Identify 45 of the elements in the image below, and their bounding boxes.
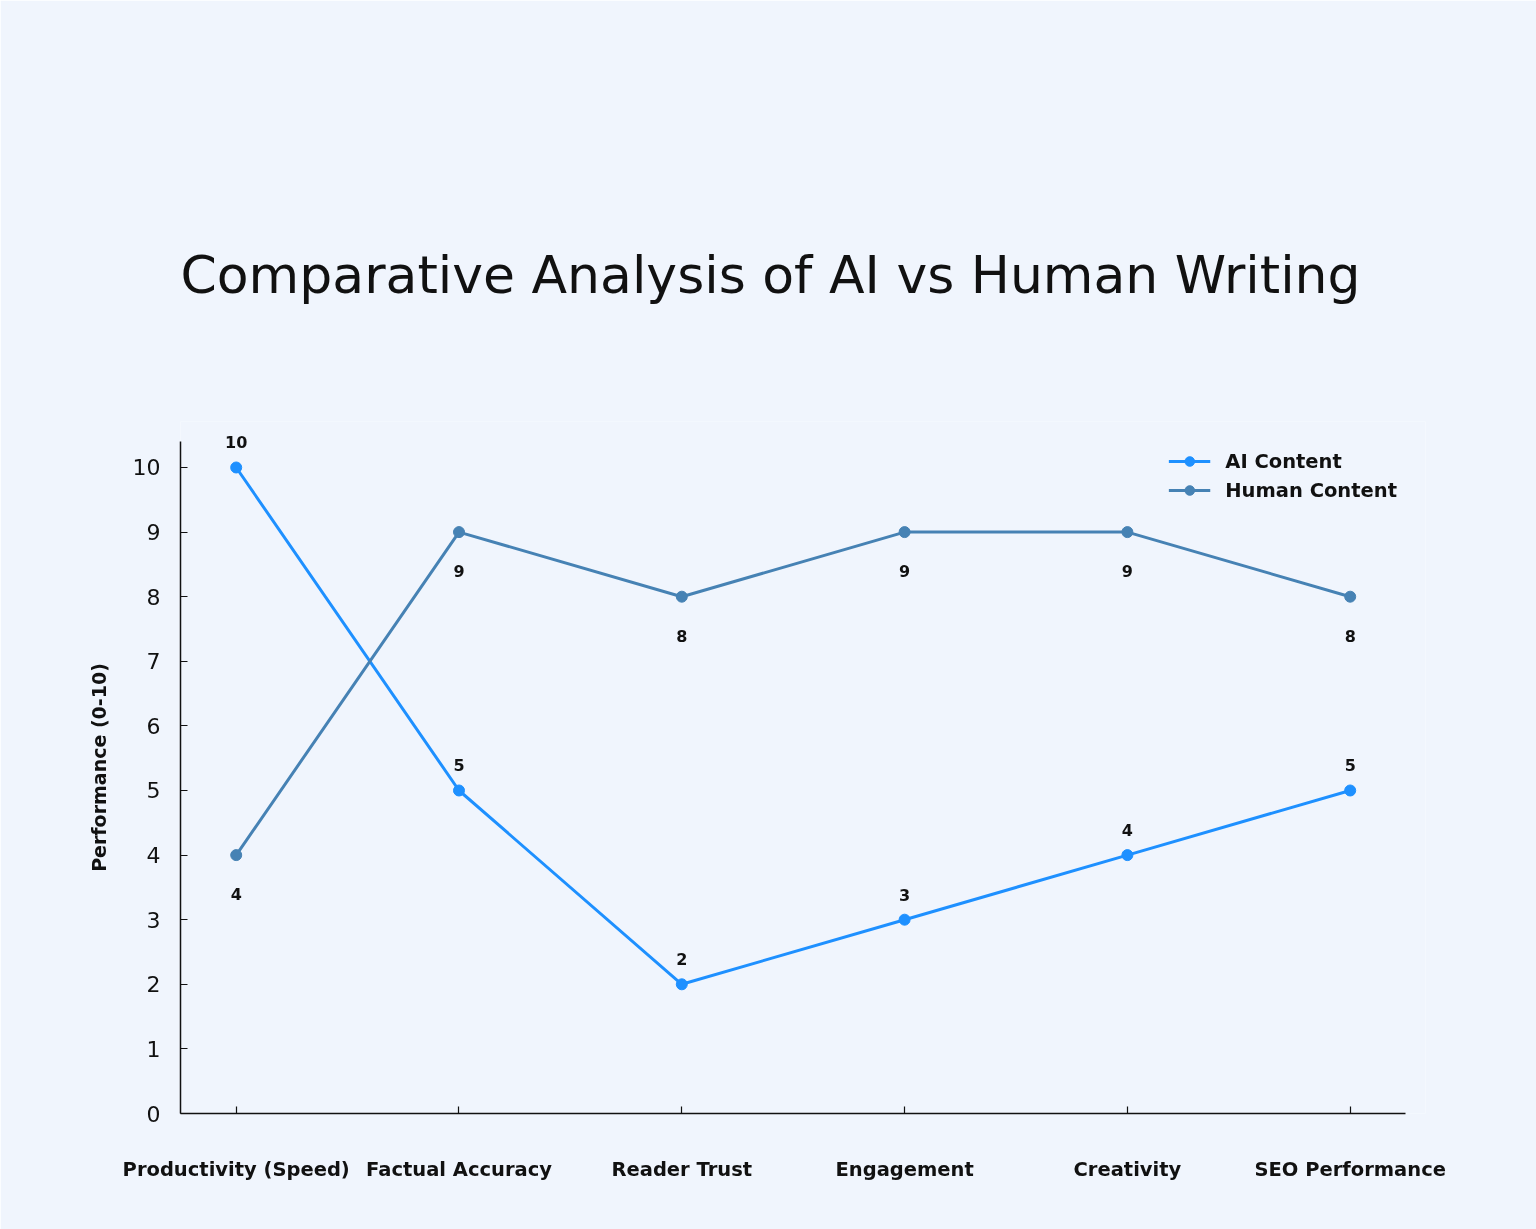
point — [1344, 784, 1357, 797]
y-tick-label: 6 — [146, 713, 161, 739]
point — [1121, 526, 1134, 539]
data-label: 5 — [453, 756, 465, 776]
y-tick-label: 7 — [146, 649, 161, 675]
x-tick-label: SEO Performance — [1254, 1157, 1446, 1181]
data-label: 9 — [1121, 562, 1133, 582]
point — [230, 461, 243, 474]
y-tick-label: 3 — [146, 907, 161, 933]
x-tick-label: Factual Accuracy — [366, 1157, 553, 1181]
point — [898, 913, 911, 926]
data-label: 4 — [230, 885, 242, 905]
data-label: 10 — [225, 433, 248, 453]
legend-label: AI Content — [1225, 449, 1342, 473]
data-label: 9 — [453, 562, 465, 582]
point — [1121, 849, 1134, 862]
x-tick-label: Productivity (Speed) — [122, 1157, 350, 1181]
data-label: 8 — [676, 626, 688, 646]
data-label: 2 — [676, 950, 688, 970]
chart-title: Comparative Analysis of AI vs Human Writing — [180, 245, 1361, 305]
point — [675, 978, 688, 991]
point — [230, 849, 243, 862]
y-tick-label: 10 — [132, 455, 161, 481]
data-label: 8 — [1344, 626, 1356, 646]
point — [898, 526, 911, 539]
y-tick-label: 1 — [146, 1036, 161, 1062]
legend-label: Human Content — [1225, 478, 1397, 502]
data-label: 9 — [899, 562, 911, 582]
point — [675, 590, 688, 603]
x-tick-label: Engagement — [835, 1157, 974, 1181]
y-tick-label: 8 — [146, 584, 161, 610]
y-axis-title: Performance (0-10) — [87, 663, 110, 872]
x-tick-label: Reader Trust — [611, 1157, 753, 1181]
point — [453, 526, 465, 539]
y-tick-label: 9 — [146, 520, 161, 546]
y-tick-label: 5 — [146, 778, 161, 804]
y-tick-label: 2 — [146, 972, 161, 998]
y-tick-label: 0 — [146, 1101, 161, 1127]
point — [453, 784, 465, 797]
data-label: 4 — [1121, 821, 1133, 841]
point — [1344, 590, 1357, 603]
data-label: 3 — [899, 885, 911, 905]
y-tick-label: 4 — [146, 843, 161, 869]
data-label: 5 — [1344, 756, 1356, 776]
x-tick-label: Creativity — [1073, 1157, 1182, 1181]
